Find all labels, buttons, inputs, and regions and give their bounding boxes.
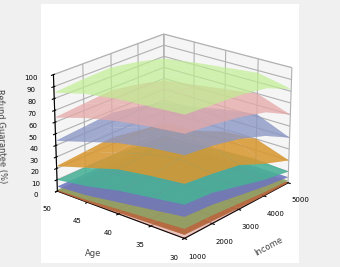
Y-axis label: Age: Age — [85, 249, 101, 258]
X-axis label: Income: Income — [253, 235, 285, 258]
